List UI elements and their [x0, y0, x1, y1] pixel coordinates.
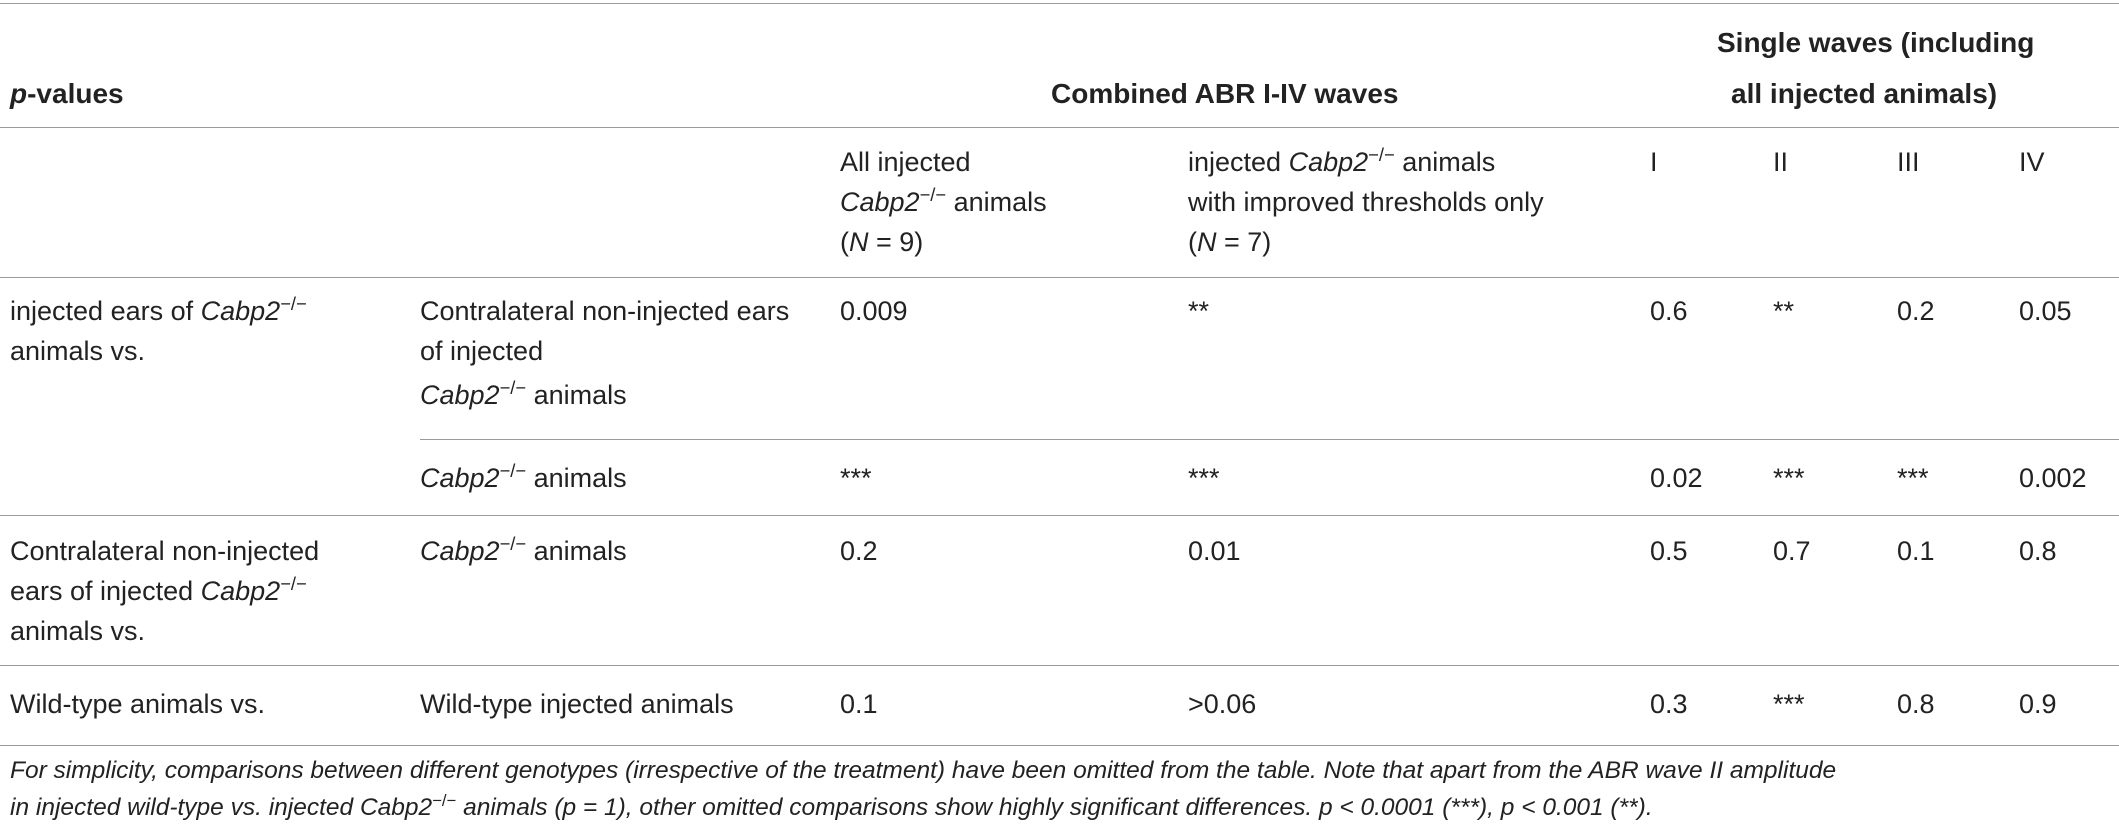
text: animals — [946, 187, 1047, 217]
gene-name: Cabp2 — [200, 576, 281, 606]
group1-row2-all-injected: *** — [840, 463, 872, 493]
subheader-all-injected-l2: Cabp2−/− animals — [840, 182, 1047, 222]
subheader-wave-i: I — [1650, 147, 1658, 177]
group1-row2-wave-iv: 0.002 — [2019, 463, 2087, 493]
gene-name: Cabp2 — [840, 187, 920, 217]
table-top-rule — [0, 3, 2119, 4]
group3-wave-ii: *** — [1773, 689, 1805, 719]
text: animals (p = 1), other omitted compariso… — [456, 794, 1653, 821]
group2-improved: 0.01 — [1188, 536, 1241, 566]
group1-rule — [0, 515, 2119, 516]
genotype-sup: −/− — [919, 183, 947, 205]
comp-line1: Contralateral non-injected ears — [420, 296, 790, 326]
group2-label: Contralateral non-injected ears of injec… — [10, 531, 319, 651]
text: injected ears of — [10, 296, 201, 326]
subheader-wave-ii: II — [1773, 147, 1789, 177]
text: animals — [526, 463, 627, 493]
gene-name: Cabp2 — [420, 536, 500, 566]
group3-improved: >0.06 — [1188, 689, 1257, 719]
gene-name: Cabp2 — [420, 380, 500, 410]
group3-wave-iv: 0.9 — [2019, 689, 2057, 719]
subheader-rule — [0, 277, 2119, 278]
n-symbol: N — [1197, 227, 1217, 257]
group1-row2-wave-i: 0.02 — [1650, 463, 1703, 493]
subheader-improved-l1: injected Cabp2−/− animals — [1188, 142, 1544, 182]
group3-wave-i: 0.3 — [1650, 689, 1688, 719]
group1-row1-wave-iii: 0.2 — [1897, 296, 1935, 326]
group3-all-injected: 0.1 — [840, 689, 878, 719]
group2-label-l1: Contralateral non-injected — [10, 536, 320, 566]
group2-all-injected: 0.2 — [840, 536, 878, 566]
header-single-waves-line2: all injected animals) — [1731, 78, 1998, 109]
group2-rule — [0, 665, 2119, 666]
group1-row2-wave-iii: *** — [1897, 463, 1929, 493]
text: animals — [526, 380, 627, 410]
group1-row2-wave-ii: *** — [1773, 463, 1805, 493]
group1-label-l1: injected ears of Cabp2−/− — [10, 291, 307, 331]
subheader-all-injected: All injected Cabp2−/− animals (N = 9) — [840, 142, 1047, 262]
text: injected — [1188, 147, 1289, 177]
group1-row1-wave-i: 0.6 — [1650, 296, 1688, 326]
text: in injected wild-type vs. injected — [10, 794, 360, 821]
group3-label: Wild-type animals vs. — [10, 689, 266, 719]
comp-line3: Cabp2−/− animals — [420, 375, 789, 415]
group3-comparison: Wild-type injected animals — [420, 689, 734, 719]
group1-row2-comparison: Cabp2−/− animals — [420, 458, 627, 498]
header-pvalues: p-values — [10, 78, 124, 110]
footnote-line1: For simplicity, comparisons between diff… — [10, 757, 1837, 784]
group1-row1-wave-ii: ** — [1773, 296, 1795, 326]
subheader-improved: injected Cabp2−/− animals with improved … — [1188, 142, 1544, 262]
comp-line2: of injected — [420, 336, 544, 366]
subheader-wave-iv: IV — [2019, 147, 2045, 177]
text: ( — [840, 227, 849, 257]
text: ( — [1188, 227, 1197, 257]
subheader-all-injected-l3: (N = 9) — [840, 222, 1047, 262]
subheader-improved-l2: with improved thresholds only — [1188, 187, 1544, 217]
group1-row1-improved: ** — [1188, 296, 1210, 326]
header-pvalues-rest: -values — [27, 78, 124, 109]
genotype-sup: −/− — [499, 532, 527, 554]
text: animals — [1394, 147, 1496, 177]
group2-wave-i: 0.5 — [1650, 536, 1688, 566]
group1-inner-rule — [420, 439, 2119, 440]
table-bottom-rule — [0, 745, 2119, 746]
text: ears of injected — [10, 576, 201, 606]
genotype-sup: −/− — [432, 790, 457, 810]
group2-wave-iii: 0.1 — [1897, 536, 1935, 566]
header-combined-waves: Combined ABR I-IV waves — [1051, 78, 1399, 109]
genotype-sup: −/− — [280, 292, 307, 314]
group1-row2-improved: *** — [1188, 463, 1220, 493]
genotype-sup: −/− — [499, 376, 527, 398]
group1-label-l2: animals vs. — [10, 336, 146, 366]
text: = 7) — [1216, 227, 1272, 257]
group1-label: injected ears of Cabp2−/− animals vs. — [10, 291, 307, 371]
text: = 9) — [868, 227, 924, 257]
subheader-improved-l3: (N = 7) — [1188, 222, 1544, 262]
footnote-line2: in injected wild-type vs. injected Cabp2… — [10, 789, 1653, 827]
group2-label-l3: animals vs. — [10, 616, 146, 646]
genotype-sup: −/− — [1368, 143, 1395, 165]
header-rule — [0, 127, 2119, 128]
genotype-sup: −/− — [499, 459, 527, 481]
group3-wave-iii: 0.8 — [1897, 689, 1935, 719]
gene-name: Cabp2 — [1288, 147, 1369, 177]
group1-row1-all-injected: 0.009 — [840, 296, 908, 326]
group2-wave-ii: 0.7 — [1773, 536, 1811, 566]
header-single-waves-line1: Single waves (including — [1717, 27, 2035, 58]
genotype-sup: −/− — [280, 572, 307, 594]
group2-wave-iv: 0.8 — [2019, 536, 2057, 566]
group1-row1-comparison: Contralateral non-injected ears of injec… — [420, 291, 789, 415]
text: animals — [526, 536, 627, 566]
subheader-all-injected-l1: All injected — [840, 147, 971, 177]
group1-row1-wave-iv: 0.05 — [2019, 296, 2072, 326]
group2-label-l2: ears of injected Cabp2−/− — [10, 571, 319, 611]
gene-name: Cabp2 — [359, 794, 433, 821]
gene-name: Cabp2 — [420, 463, 500, 493]
gene-name: Cabp2 — [200, 296, 281, 326]
group2-comparison: Cabp2−/− animals — [420, 531, 627, 571]
header-pvalues-p: p — [10, 78, 28, 109]
subheader-wave-iii: III — [1897, 147, 1920, 177]
n-symbol: N — [849, 227, 869, 257]
